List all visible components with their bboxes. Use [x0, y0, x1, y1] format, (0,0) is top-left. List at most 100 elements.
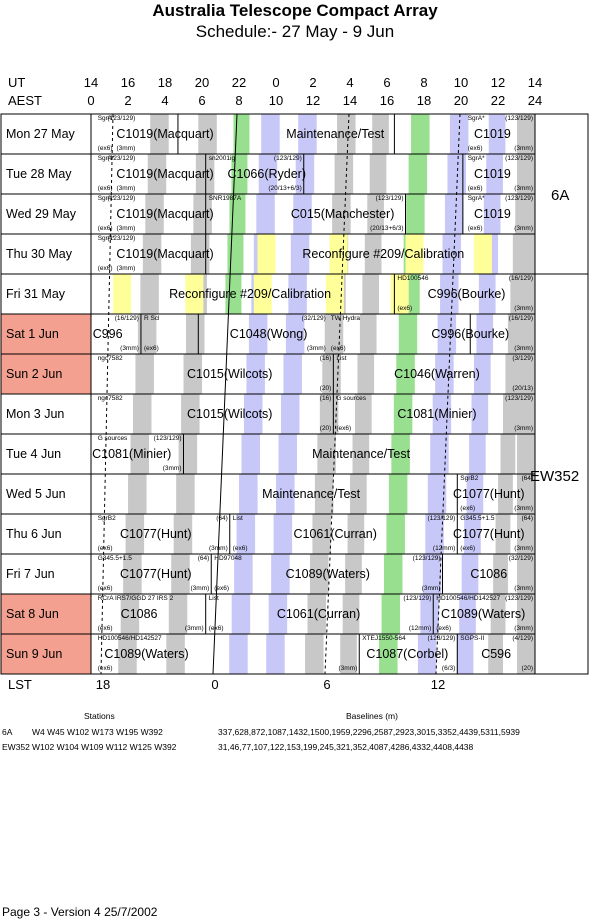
schedule-stripe — [493, 554, 508, 594]
weekend-shade — [1, 314, 91, 354]
day-label: Mon 27 May — [6, 127, 75, 141]
config-ew352-baselines: 31,46,77,107,122,153,199,245,321,352,408… — [218, 742, 474, 752]
reconfig-stripe — [185, 274, 204, 314]
schedule-stripe — [447, 154, 466, 194]
schedule-stripe — [345, 554, 362, 594]
block-source: HD100546 — [397, 275, 429, 282]
schedule-stripe — [442, 234, 462, 274]
day-label: Wed 29 May — [6, 207, 76, 221]
block-title: C1046(Warren) — [394, 367, 480, 381]
block-title: C1077(Hunt) — [119, 527, 192, 541]
schedule-stripe — [498, 474, 513, 514]
schedule-stripe — [440, 274, 459, 314]
block-receiver: (123/129) — [505, 155, 533, 162]
ut-tick: 2 — [309, 75, 317, 90]
block-receiver: (32/129) — [301, 315, 326, 322]
day-label: Mon 3 Jun — [6, 407, 65, 421]
lst-tick: 18 — [95, 677, 111, 692]
block-band: (3mm) — [514, 625, 533, 632]
block-source: List — [208, 595, 219, 602]
block-band: (3mm) — [190, 585, 210, 592]
aest-tick: 14 — [342, 93, 358, 108]
block-band: (3mm) — [338, 665, 358, 672]
end-stripe — [517, 354, 535, 394]
schedule-stripe — [379, 634, 398, 674]
ut-tick: 22 — [231, 75, 247, 90]
schedule-stripe — [478, 274, 496, 314]
block-receiver: (123/129) — [427, 515, 456, 522]
block-array: (ex6) — [97, 145, 113, 152]
end-stripe — [517, 434, 535, 474]
schedule-stripe — [246, 354, 265, 394]
config-6a-baselines: 337,628,872,1087,1432,1500,1959,2296,258… — [218, 727, 520, 737]
block-band: (3mm) — [208, 545, 228, 552]
block-array: (ex6) — [97, 625, 113, 632]
block-array: (ex6) — [467, 185, 483, 192]
block-source: SgrA* — [467, 195, 485, 202]
block-band: (3mm) — [514, 185, 533, 192]
block-band: (12mm) — [408, 625, 432, 632]
day-label: Thu 30 May — [6, 247, 73, 261]
schedule-stripe — [386, 514, 405, 554]
block-source: HD100546/HD142527 — [436, 595, 501, 602]
block-band: (3mm) — [514, 345, 533, 352]
schedule-stripe — [444, 194, 464, 234]
block-receiver: (16) — [319, 355, 332, 362]
block-source: TW Hydra — [330, 315, 361, 322]
schedule-stripe — [190, 234, 210, 274]
block-title: C996(Bourke) — [431, 327, 510, 341]
block-band: (3mm) — [116, 185, 136, 192]
block-title: C996 — [92, 327, 123, 341]
block-receiver: (3/129) — [512, 355, 533, 362]
block-source: sn2001ig — [208, 155, 236, 162]
schedule-stripe — [290, 234, 310, 274]
block-title: C1089(Waters) — [104, 647, 189, 661]
block-receiver: (123/129) — [107, 235, 136, 242]
block-receiver: (123/129) — [107, 115, 136, 122]
block-source: SgrA* — [97, 115, 115, 122]
schedule-stripe — [229, 634, 248, 674]
ut-tick: 16 — [120, 75, 136, 90]
block-receiver: (123/129) — [505, 115, 533, 122]
block-band: (3mm) — [120, 345, 139, 352]
block-title: Maintenance/Test — [262, 487, 361, 501]
reconfig-stripe — [325, 274, 344, 314]
day-label: Fri 7 Jun — [6, 567, 55, 581]
block-title: Reconfigure #209/Calibration — [302, 247, 465, 261]
block-title: C1015(Wilcots) — [187, 407, 273, 421]
schedule-stripe — [273, 514, 293, 554]
block-array: (ex6) — [208, 625, 224, 632]
end-stripe — [517, 594, 535, 634]
schedule-stripe — [130, 434, 150, 474]
block-source: HD97048 — [214, 555, 242, 562]
block-source: R Scl — [143, 315, 160, 322]
schedule-stripe — [168, 594, 188, 634]
schedule-stripe — [283, 354, 302, 394]
schedule-stripe — [285, 314, 305, 354]
block-band: (3mm) — [116, 265, 136, 272]
schedule-stripe — [367, 194, 384, 234]
page-title: Australia Telescope Compact Array — [152, 1, 438, 20]
schedule-stripe — [128, 474, 147, 514]
config-ew352-stations: W102 W104 W109 W112 W125 W392 — [32, 742, 177, 752]
reconfig-stripe — [113, 274, 132, 314]
block-title: C1048(Wong) — [229, 327, 308, 341]
schedule-stripe — [502, 394, 518, 434]
schedule-stripe — [359, 314, 377, 354]
block-source: G sources — [97, 435, 128, 442]
schedule-stripe — [362, 274, 380, 314]
end-stripe — [517, 154, 535, 194]
block-title: C1089(Waters) — [285, 567, 370, 581]
schedule-stripe — [305, 634, 324, 674]
block-band: (3mm) — [421, 585, 441, 592]
sun-stripe — [227, 234, 244, 274]
block-source: XTEJ1550-564 — [362, 635, 406, 642]
block-array: (ex6) — [467, 145, 483, 152]
schedule-stripe — [488, 114, 506, 154]
schedule-stripe — [312, 514, 331, 554]
reconfig-stripe — [257, 234, 276, 274]
block-array: (ex6) — [232, 545, 248, 552]
schedule-stripe — [295, 154, 315, 194]
schedule-stripe — [471, 394, 489, 434]
block-source: ngc7582 — [97, 355, 123, 362]
